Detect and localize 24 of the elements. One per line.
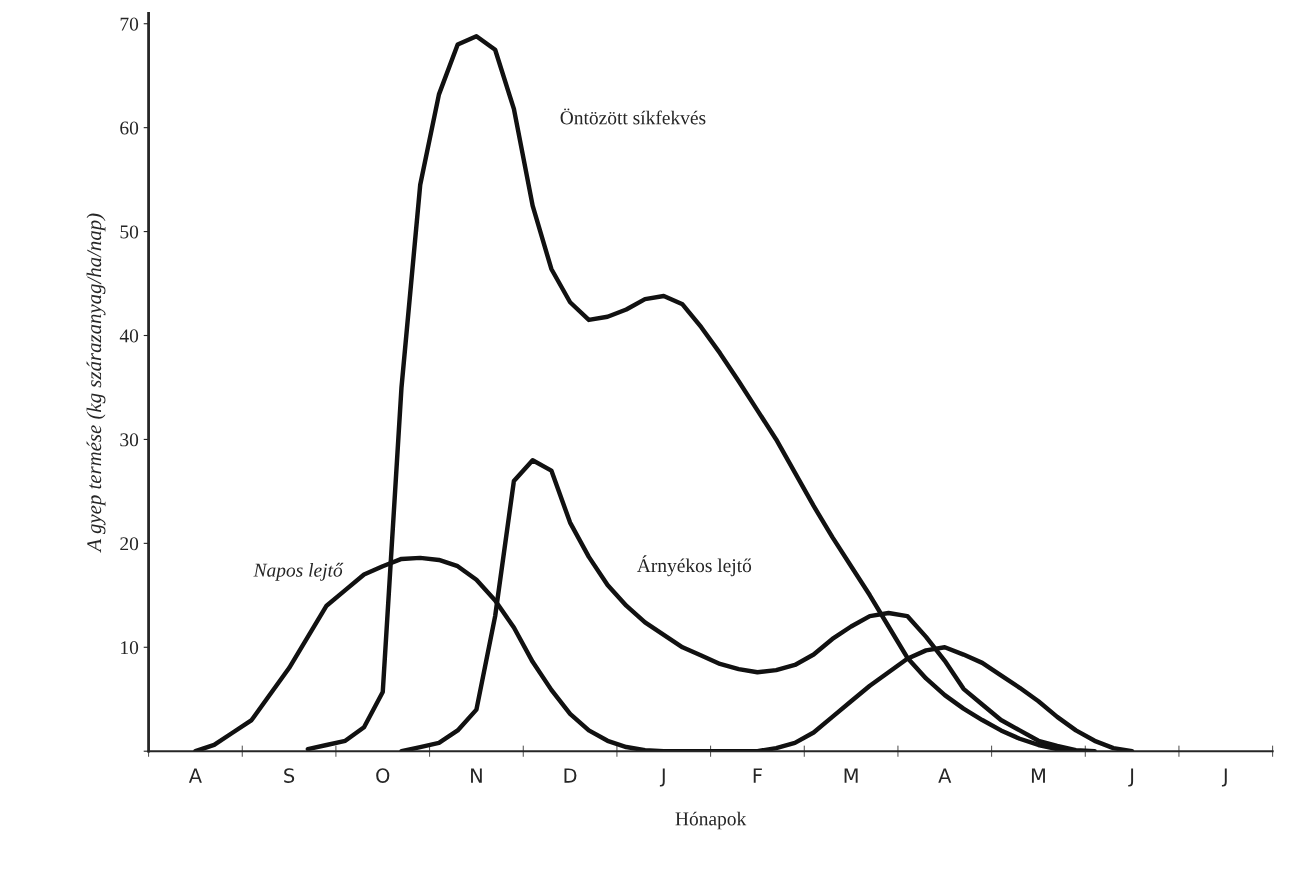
x-tick-label: D bbox=[564, 768, 577, 783]
text: Öntözött síkfekvés bbox=[560, 108, 706, 125]
x-tick-label: M bbox=[844, 768, 858, 783]
x-tick-label: J bbox=[1221, 768, 1227, 787]
x-tick-label: J bbox=[1128, 768, 1134, 787]
y-tick-label: 70 bbox=[120, 17, 139, 31]
x-axis-title: Hónapok bbox=[675, 811, 747, 830]
x-tick-label: F bbox=[753, 768, 762, 783]
y-tick-label: 20 bbox=[120, 537, 139, 551]
y-tick-label: 10 bbox=[121, 641, 139, 655]
series-label: Napos lejtő bbox=[253, 562, 344, 581]
x-tick-label: S bbox=[284, 768, 295, 783]
x-tick-label: N bbox=[471, 768, 482, 783]
x-tick-label: J bbox=[659, 768, 665, 787]
y-tick-label: 40 bbox=[119, 329, 139, 343]
y-axis-title: A gyep termése (kg szárazanyag/ha/nap) bbox=[86, 213, 106, 553]
y-tick-label: 50 bbox=[120, 225, 139, 239]
y-tick-label: 30 bbox=[120, 433, 139, 447]
x-tick-label: O bbox=[376, 768, 390, 783]
series-label: Árnyékos lejtő bbox=[636, 555, 752, 577]
x-tick-label: M bbox=[1031, 768, 1045, 783]
x-tick-label: A bbox=[188, 768, 202, 783]
x-tick-label: A bbox=[938, 768, 952, 783]
y-tick-label: 60 bbox=[120, 121, 139, 135]
